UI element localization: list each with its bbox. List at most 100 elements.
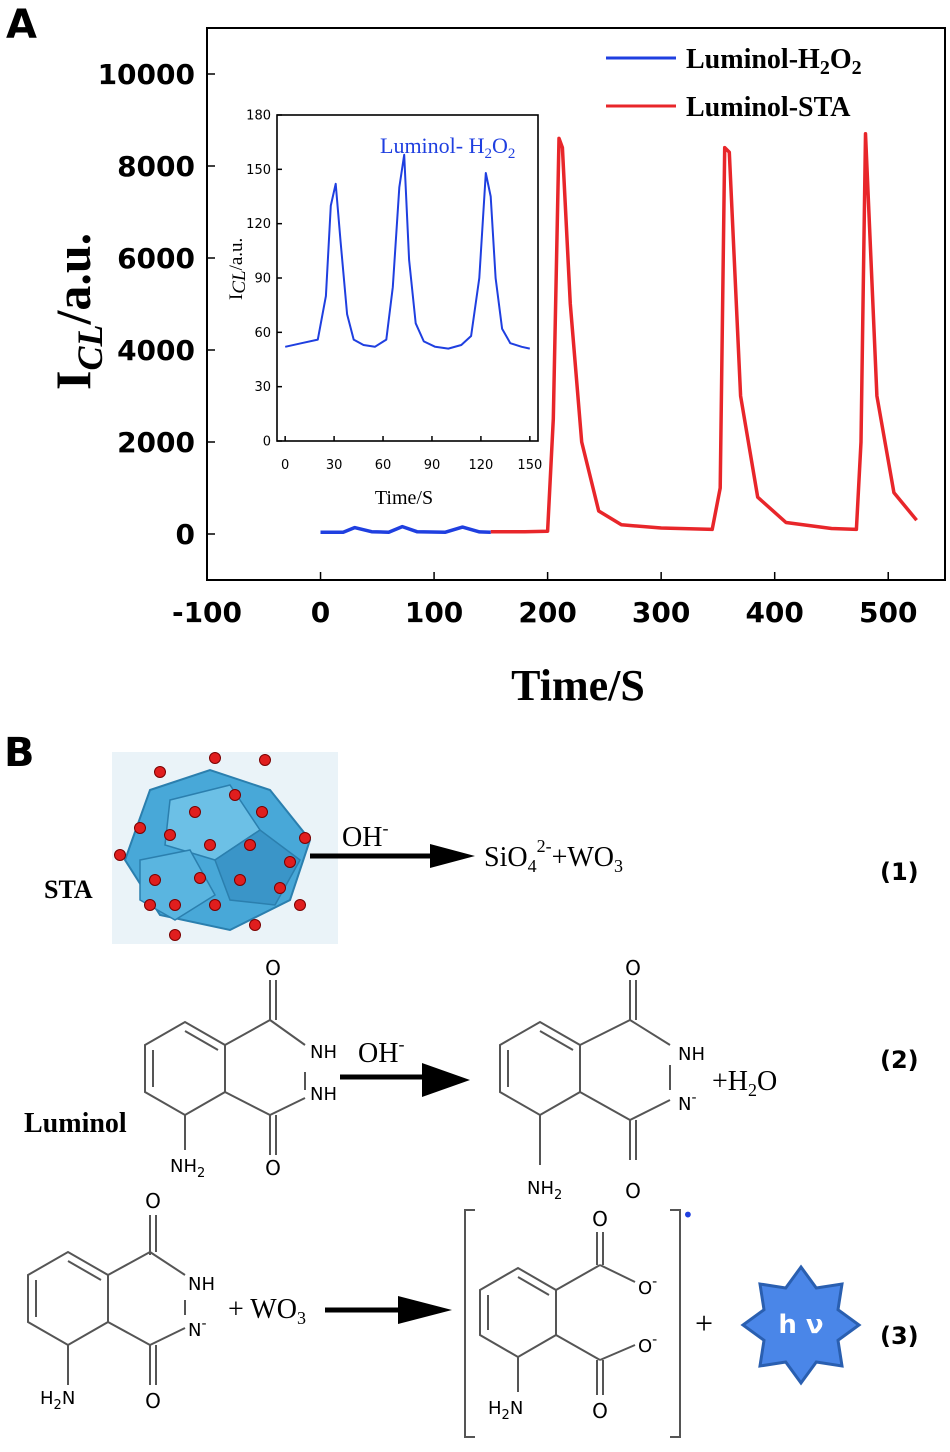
phthalate-o-bottom: O bbox=[592, 1399, 608, 1423]
luminol-nh-2: NH bbox=[310, 1084, 337, 1105]
oxygen-atom bbox=[284, 856, 296, 868]
eq1-reagent: OH- bbox=[342, 818, 388, 853]
eq3-plus: + bbox=[695, 1305, 713, 1341]
eq3-anion-structure bbox=[27, 1215, 186, 1385]
x-tick-label: 90 bbox=[424, 458, 441, 473]
y-tick-label: 4000 bbox=[117, 334, 195, 367]
oxygen-atom bbox=[194, 872, 206, 884]
oxygen-atom bbox=[169, 899, 181, 911]
oxygen-atom bbox=[244, 839, 256, 851]
x-tick-label: 30 bbox=[326, 458, 343, 473]
oxygen-atom bbox=[204, 839, 216, 851]
photon-star-icon bbox=[740, 1264, 862, 1386]
x-tick-label: 500 bbox=[859, 596, 917, 629]
y-tick-label: 2000 bbox=[117, 426, 195, 459]
x-tick-label: 150 bbox=[517, 458, 542, 473]
inset-xlabel: Time/S bbox=[375, 487, 433, 509]
phthalate-bond bbox=[555, 1334, 601, 1361]
panel-a-label: A bbox=[6, 2, 37, 48]
sta-octahedron-left bbox=[139, 849, 217, 921]
oxygen-atom bbox=[169, 929, 181, 941]
anion-bond bbox=[579, 1091, 631, 1121]
inset-plot-frame bbox=[276, 114, 539, 442]
x-tick-label: 400 bbox=[745, 596, 803, 629]
inset-title: Luminol- H2O2 bbox=[380, 133, 515, 162]
panel-b-label: B bbox=[4, 730, 35, 776]
x-tick-label: 60 bbox=[375, 458, 392, 473]
oxygen-atom bbox=[154, 766, 166, 778]
eq3-bond bbox=[149, 1327, 186, 1346]
oxygen-atom bbox=[234, 874, 246, 886]
luminol-o-top: O bbox=[265, 956, 281, 980]
luminol-bond bbox=[224, 1019, 271, 1046]
eq2-number: (2) bbox=[880, 1046, 919, 1074]
eq3-reagent: + WO3 bbox=[228, 1294, 306, 1328]
main-y-ticks: 0 2000 4000 6000 8000 10000 bbox=[98, 58, 215, 551]
phthalate-bond bbox=[599, 1264, 636, 1283]
eq1-reactant: STA bbox=[44, 875, 93, 904]
anion-benzene-ring bbox=[499, 1020, 581, 1117]
legend: Luminol-H2O2 Luminol-STA bbox=[606, 44, 862, 123]
anion-o-top: O bbox=[625, 956, 641, 980]
oxygen-atom bbox=[259, 754, 271, 766]
eq3-h2n: H2N bbox=[40, 1388, 75, 1413]
eq3-bond bbox=[107, 1321, 151, 1346]
oxygen-atom bbox=[294, 899, 306, 911]
phthalate-bond bbox=[555, 1264, 601, 1291]
luminol-bond bbox=[269, 1019, 306, 1046]
oxygen-atom bbox=[249, 919, 261, 931]
series-line-luminol-h2o2 bbox=[320, 524, 491, 534]
series-line-series-0 bbox=[284, 153, 531, 350]
phthalate-o-top: O bbox=[592, 1207, 608, 1231]
oxygen-atom bbox=[114, 849, 126, 861]
eq3-o-bottom: O bbox=[145, 1389, 161, 1413]
oxygen-atom bbox=[164, 829, 176, 841]
eq3-bond bbox=[149, 1251, 186, 1276]
oxygen-atom bbox=[209, 752, 221, 764]
series-line-luminol-sta bbox=[490, 132, 918, 534]
main-series-lines bbox=[320, 132, 918, 534]
main-xlabel: Time/S bbox=[511, 661, 645, 710]
anion-bond bbox=[629, 1099, 671, 1121]
x-tick-label: 100 bbox=[405, 596, 463, 629]
luminol-bond bbox=[224, 1091, 271, 1116]
equation-2: O O NH NH NH2 Luminol OH- O O NH N- NH2 bbox=[24, 956, 919, 1203]
anion-bond bbox=[579, 1019, 631, 1046]
anion-o-bottom: O bbox=[625, 1179, 641, 1203]
phthalate-o-minus-1: O- bbox=[638, 1274, 657, 1299]
luminol-ring-double-bond bbox=[184, 1030, 219, 1051]
oxygen-atom bbox=[149, 874, 161, 886]
y-tick-label: 0 bbox=[263, 435, 271, 450]
y-tick-label: 8000 bbox=[117, 150, 195, 183]
eq1-number: (1) bbox=[880, 858, 919, 886]
anion-ring-double-bond bbox=[539, 1030, 574, 1051]
inset-chart: 0 30 60 90 120 150 180 0 30 60 90 120 150 Luminol- … bbox=[226, 109, 542, 509]
oxygen-atom bbox=[274, 882, 286, 894]
anion-n-minus: N- bbox=[678, 1090, 697, 1115]
inset-x-ticks: 0 30 60 90 120 150 bbox=[281, 436, 542, 473]
equation-1: STA OH- SiO42-+WO3 (1) bbox=[44, 752, 919, 944]
anion-nh: NH bbox=[678, 1044, 705, 1065]
luminol-nh-1: NH bbox=[310, 1042, 337, 1063]
oxygen-atom bbox=[134, 822, 146, 834]
oxygen-atom bbox=[189, 806, 201, 818]
eq3-ring-double-bond bbox=[67, 1260, 102, 1281]
phthalate-h2n: H2N bbox=[488, 1398, 523, 1423]
radical-dot: • bbox=[682, 1203, 694, 1227]
x-tick-label: 200 bbox=[518, 596, 576, 629]
oxygen-atom bbox=[229, 789, 241, 801]
luminol-bond bbox=[269, 1097, 306, 1116]
eq3-arrowhead bbox=[398, 1296, 452, 1324]
phthalate-bond bbox=[599, 1344, 636, 1361]
y-tick-label: 120 bbox=[246, 217, 271, 232]
x-tick-label: 300 bbox=[632, 596, 690, 629]
inset-y-ticks: 0 30 60 90 120 150 180 bbox=[246, 109, 282, 450]
x-tick-label: -100 bbox=[172, 596, 242, 629]
sta-polyhedron-image bbox=[112, 752, 338, 944]
legend-label-luminol-h2o2: Luminol-H2O2 bbox=[686, 44, 862, 79]
left-bracket bbox=[464, 1209, 475, 1438]
eq1-products: SiO42-+WO3 bbox=[484, 836, 623, 876]
main-x-ticks: -100 0 100 200 300 400 500 bbox=[172, 572, 917, 629]
